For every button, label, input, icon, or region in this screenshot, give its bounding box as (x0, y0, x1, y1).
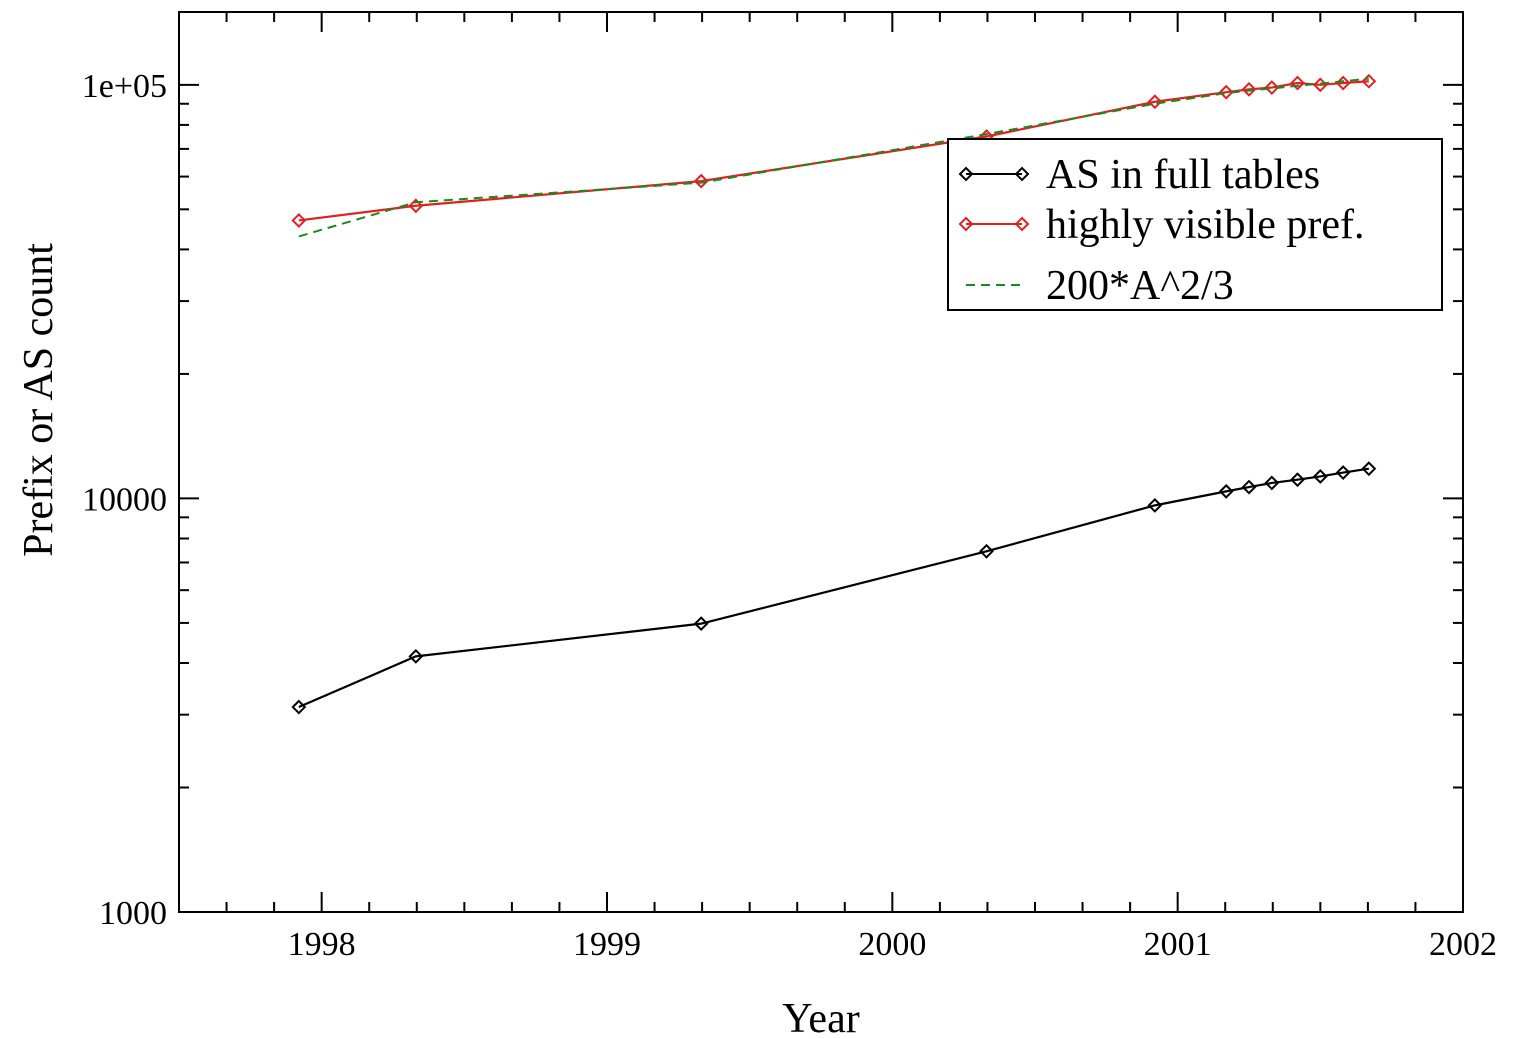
data-point (408, 648, 424, 664)
data-point (1264, 475, 1280, 491)
data-point (1241, 81, 1257, 97)
data-point (1147, 94, 1163, 110)
data-point (1335, 465, 1351, 480)
data-point (1290, 472, 1305, 488)
legend-label: highly visible pref. (1046, 202, 1364, 248)
series-line (298, 77, 1369, 238)
series-layer (291, 73, 1377, 715)
series-line (298, 467, 1370, 709)
data-point (291, 213, 307, 228)
data-point (1264, 80, 1280, 95)
legend-marker (1014, 166, 1030, 182)
x-axis-title: Year (782, 996, 859, 1039)
data-point (1241, 479, 1257, 495)
legend-marker (958, 216, 974, 232)
legend-box (947, 138, 1443, 311)
data-point (408, 198, 424, 214)
data-point (693, 173, 709, 189)
data-point (979, 543, 994, 559)
y-tick-label: 1e+05 (82, 68, 167, 105)
data-point (693, 616, 709, 632)
y-tick-label: 1000 (99, 895, 167, 932)
data-point (1147, 497, 1163, 513)
legend-label: AS in full tables (1046, 152, 1320, 198)
data-point (1312, 469, 1328, 484)
x-tick-label: 1998 (288, 926, 356, 963)
y-axis-title: Prefix or AS count (16, 243, 62, 557)
axis-ticks (178, 12, 1464, 913)
data-point (1361, 73, 1377, 89)
y-tick-label: 10000 (82, 481, 167, 518)
x-tick-label: 2001 (1144, 926, 1212, 963)
series-0 (291, 461, 1377, 715)
x-tick-label: 1999 (573, 926, 641, 963)
series-2 (298, 77, 1369, 238)
data-point (1218, 84, 1234, 100)
data-point (1290, 75, 1305, 91)
data-point (1361, 461, 1377, 477)
legend-marker (958, 166, 974, 182)
legend-label: 200*A^2/3 (1046, 263, 1234, 309)
data-point (291, 699, 307, 715)
x-tick-label: 2000 (858, 926, 926, 963)
plot-frame (178, 11, 1464, 913)
legend-marker (1014, 216, 1030, 232)
data-point (1218, 483, 1234, 499)
tick-labels: 1998 1999 2000 2001 2002 1000 10000 1e+05 (82, 68, 1497, 963)
x-tick-label: 2002 (1429, 926, 1497, 963)
